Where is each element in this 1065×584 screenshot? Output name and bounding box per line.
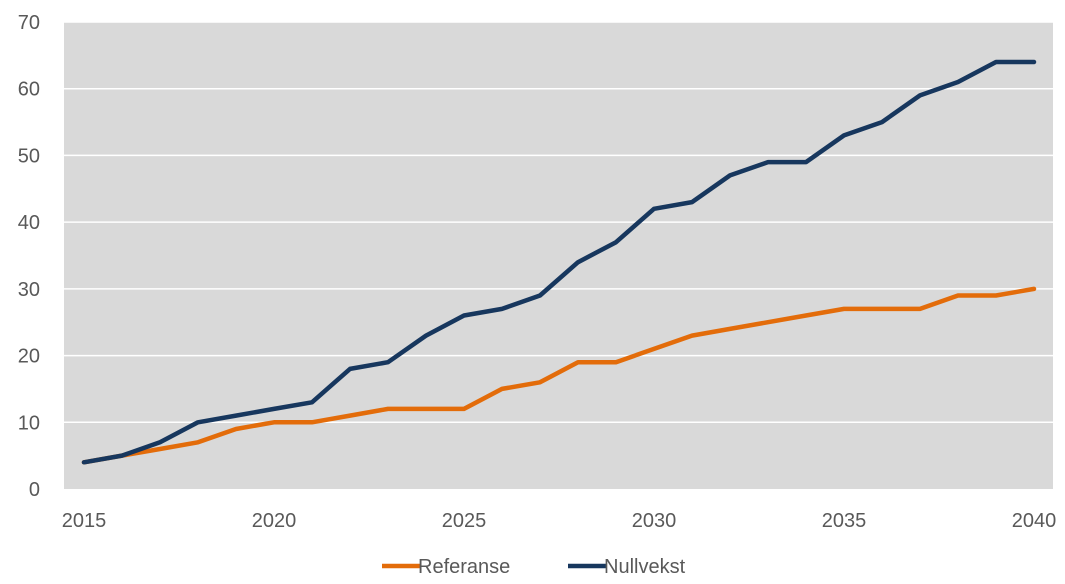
x-axis: 2015 2020 2025 2030 2035 2040 bbox=[62, 510, 1057, 532]
plot-background bbox=[64, 22, 1053, 489]
y-tick-label: 70 bbox=[18, 12, 40, 34]
x-tick-label: 2030 bbox=[632, 510, 677, 532]
legend-label: Nullvekst bbox=[604, 556, 686, 578]
y-tick-label: 50 bbox=[18, 145, 40, 167]
y-tick-label: 40 bbox=[18, 212, 40, 234]
y-tick-label: 10 bbox=[18, 412, 40, 434]
series-line-nullvekst bbox=[81, 59, 1037, 465]
legend-label: Referanse bbox=[418, 556, 510, 578]
x-tick-label: 2025 bbox=[442, 510, 487, 532]
y-tick-label: 0 bbox=[29, 479, 40, 501]
legend: Referanse Nullvekst bbox=[382, 556, 686, 578]
x-tick-label: 2035 bbox=[822, 510, 867, 532]
x-tick-label: 2015 bbox=[62, 510, 107, 532]
y-tick-label: 30 bbox=[18, 279, 40, 301]
y-tick-label: 20 bbox=[18, 346, 40, 368]
x-tick-label: 2020 bbox=[252, 510, 297, 532]
y-axis: 0 10 20 30 40 50 60 70 bbox=[18, 12, 40, 501]
series-lines bbox=[81, 59, 1037, 465]
x-tick-label: 2040 bbox=[1012, 510, 1057, 532]
y-tick-label: 60 bbox=[18, 79, 40, 101]
series-line-referanse bbox=[81, 286, 1037, 465]
gridlines bbox=[64, 21, 1053, 424]
